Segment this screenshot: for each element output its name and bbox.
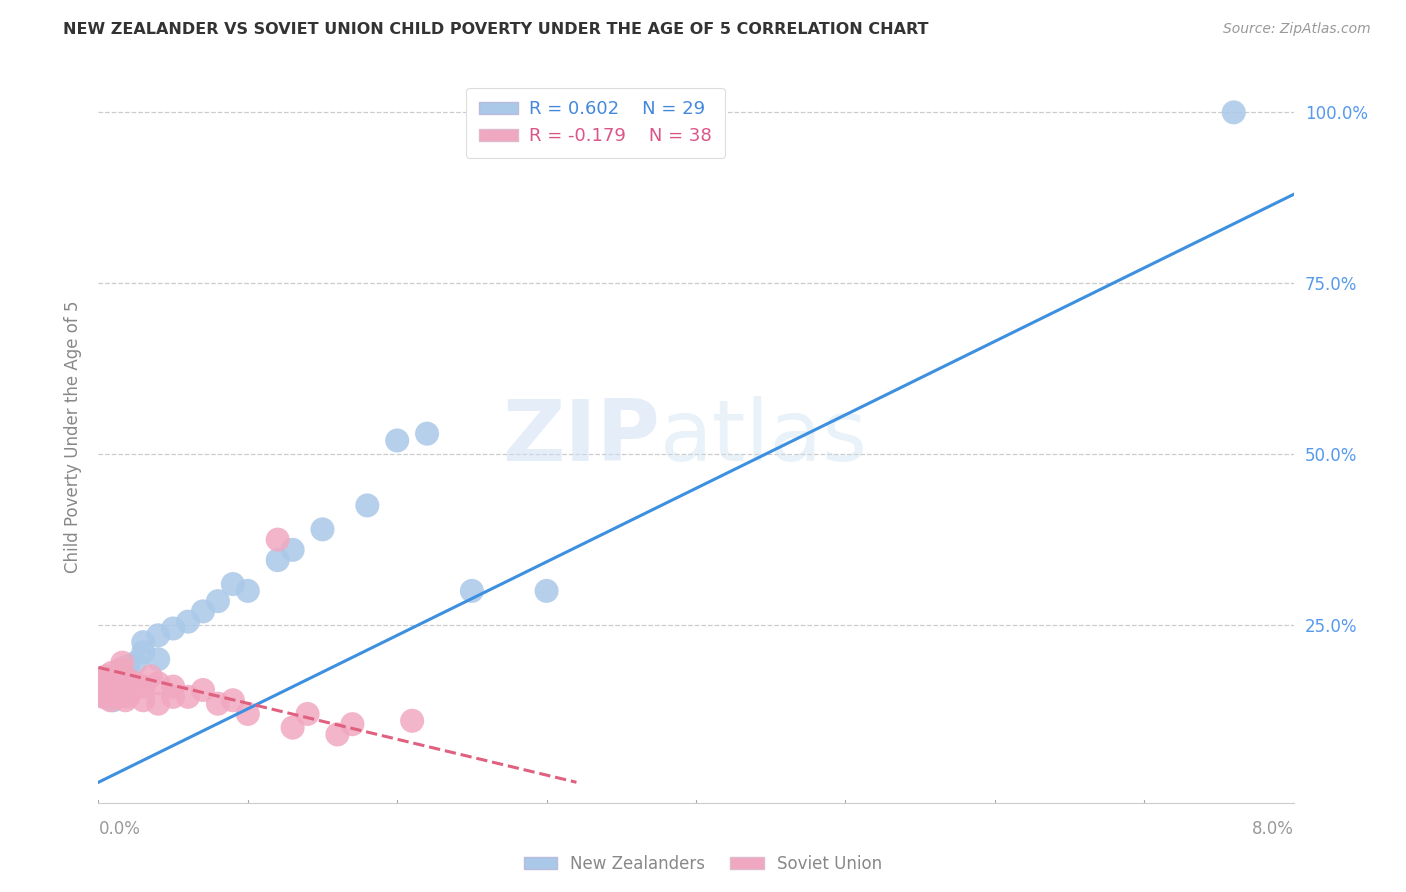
Point — [125, 676, 148, 690]
Point — [132, 693, 155, 707]
Point — [297, 706, 319, 721]
Point — [110, 663, 132, 677]
Point — [222, 693, 245, 707]
Point — [117, 690, 139, 704]
Point — [222, 577, 245, 591]
Point — [162, 622, 184, 636]
Point — [162, 680, 184, 694]
Point — [207, 594, 229, 608]
Point — [132, 680, 155, 694]
Text: Source: ZipAtlas.com: Source: ZipAtlas.com — [1223, 22, 1371, 37]
Point — [98, 676, 122, 690]
Point — [148, 652, 170, 666]
Point — [120, 683, 142, 698]
Point — [267, 533, 290, 547]
Point — [139, 669, 162, 683]
Point — [103, 669, 125, 683]
Point — [103, 683, 125, 698]
Text: 8.0%: 8.0% — [1251, 820, 1294, 838]
Point — [326, 727, 349, 741]
Point — [356, 499, 378, 513]
Point — [110, 663, 132, 677]
Text: NEW ZEALANDER VS SOVIET UNION CHILD POVERTY UNDER THE AGE OF 5 CORRELATION CHART: NEW ZEALANDER VS SOVIET UNION CHILD POVE… — [63, 22, 929, 37]
Point — [1223, 105, 1246, 120]
Point — [191, 683, 214, 698]
Point — [91, 683, 114, 698]
Legend: R = 0.602    N = 29, R = -0.179    N = 38: R = 0.602 N = 29, R = -0.179 N = 38 — [465, 87, 724, 158]
Point — [117, 673, 139, 687]
Point — [207, 697, 229, 711]
Point — [117, 659, 139, 673]
Legend: New Zealanders, Soviet Union: New Zealanders, Soviet Union — [517, 848, 889, 880]
Point — [191, 604, 214, 618]
Point — [162, 690, 184, 704]
Point — [90, 680, 112, 694]
Point — [105, 690, 128, 704]
Point — [281, 721, 304, 735]
Text: ZIP: ZIP — [502, 395, 661, 479]
Point — [103, 693, 125, 707]
Point — [416, 426, 439, 441]
Point — [132, 635, 155, 649]
Point — [281, 542, 304, 557]
Point — [236, 706, 259, 721]
Point — [267, 553, 290, 567]
Point — [125, 656, 148, 670]
Point — [385, 434, 409, 448]
Point — [461, 583, 484, 598]
Point — [111, 656, 134, 670]
Text: 0.0%: 0.0% — [98, 820, 141, 838]
Point — [93, 673, 115, 687]
Point — [148, 628, 170, 642]
Point — [96, 683, 118, 698]
Point — [94, 669, 117, 683]
Point — [148, 676, 170, 690]
Point — [132, 645, 155, 659]
Point — [342, 717, 364, 731]
Point — [108, 676, 131, 690]
Point — [236, 583, 259, 598]
Point — [177, 615, 200, 629]
Point — [91, 690, 114, 704]
Point — [103, 673, 125, 687]
Point — [101, 665, 124, 680]
Point — [105, 683, 128, 698]
Point — [311, 522, 333, 536]
Text: atlas: atlas — [661, 395, 868, 479]
Point — [536, 583, 558, 598]
Point — [107, 683, 129, 698]
Point — [177, 690, 200, 704]
Point — [94, 690, 117, 704]
Point — [117, 673, 139, 687]
Point — [148, 697, 170, 711]
Point — [401, 714, 423, 728]
Point — [97, 676, 120, 690]
Y-axis label: Child Poverty Under the Age of 5: Child Poverty Under the Age of 5 — [63, 301, 82, 574]
Point — [114, 693, 136, 707]
Point — [98, 693, 122, 707]
